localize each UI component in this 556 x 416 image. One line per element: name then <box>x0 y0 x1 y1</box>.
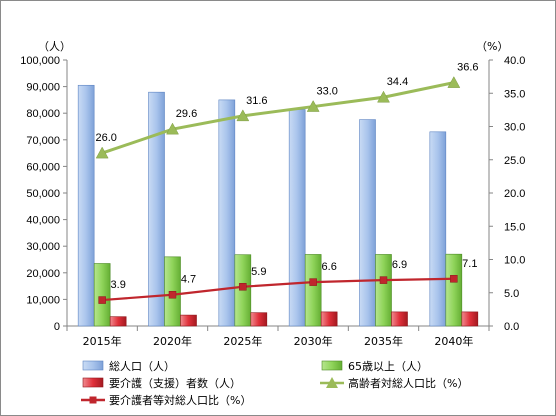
data-label: 6.9 <box>392 259 407 271</box>
bar <box>304 254 322 327</box>
x-axis-tick-label: 2030年 <box>294 334 333 348</box>
bar <box>359 119 376 327</box>
data-label: 3.9 <box>111 279 126 291</box>
line-point <box>166 122 179 135</box>
bar <box>218 99 236 327</box>
right-axis-tick-label: 25.0 <box>504 155 525 167</box>
data-label: 6.6 <box>322 261 337 273</box>
x-axis-tick-label: 2015年 <box>83 334 122 348</box>
bar <box>93 263 111 327</box>
legend-swatch <box>321 360 343 371</box>
left-axis-unit: （人） <box>38 40 71 53</box>
bar <box>148 91 165 327</box>
data-label: 7.1 <box>462 258 477 270</box>
left-axis-tick-label: 30,000 <box>26 241 60 253</box>
left-axis-tick-label: 10,000 <box>26 294 60 306</box>
left-axis-tick-label: 60,000 <box>26 161 60 173</box>
data-label: 29.6 <box>176 108 197 120</box>
bar <box>375 254 392 327</box>
series-line <box>101 81 455 155</box>
data-label: 36.6 <box>457 62 478 74</box>
line-point <box>98 296 106 304</box>
data-label: 26.0 <box>95 132 116 144</box>
line-point <box>377 90 390 103</box>
right-axis-tick-label: 30.0 <box>504 122 525 134</box>
legend-swatch <box>82 360 104 371</box>
right-axis-tick-label: 40.0 <box>504 55 525 67</box>
line-point <box>447 76 461 88</box>
bar <box>77 84 95 327</box>
bar <box>288 109 306 327</box>
bar <box>320 311 338 327</box>
left-axis-tick-label: 40,000 <box>26 215 60 227</box>
legend-label: 要介護者等対総人口比（%） <box>109 393 251 407</box>
left-axis-tick-label: 100,000 <box>20 55 60 67</box>
x-axis-tick-label: 2035年 <box>364 334 403 348</box>
right-axis-tick-label: 5.0 <box>504 288 519 300</box>
right-axis-tick-label: 20.0 <box>504 188 525 200</box>
legend-marker <box>326 377 338 388</box>
data-label: 4.7 <box>181 274 196 286</box>
line-point <box>239 283 247 291</box>
x-axis-tick-label: 2040年 <box>434 334 473 348</box>
data-label: 34.4 <box>387 76 408 88</box>
x-axis-tick-label: 2020年 <box>153 334 192 348</box>
legend-marker <box>89 396 97 404</box>
series-line <box>102 277 454 302</box>
right-axis-tick-label: 10.0 <box>504 255 525 267</box>
bar <box>429 131 447 327</box>
line-point <box>236 109 250 122</box>
left-axis-tick-label: 50,000 <box>26 188 60 200</box>
legend-swatch <box>82 377 104 388</box>
data-label: 33.0 <box>316 86 337 98</box>
line-point <box>379 276 388 284</box>
legend-label: 要介護（支援）者数（人） <box>109 376 241 390</box>
left-axis-tick-label: 20,000 <box>26 268 60 280</box>
line-point <box>450 275 458 283</box>
left-axis-tick-label: 70,000 <box>26 135 60 147</box>
data-label: 5.9 <box>251 266 266 278</box>
data-label: 31.6 <box>246 95 267 107</box>
right-axis-tick-label: 0.0 <box>504 321 519 333</box>
right-axis-tick-label: 35.0 <box>504 88 525 100</box>
x-axis-tick-label: 2025年 <box>223 334 262 348</box>
bar <box>250 312 268 327</box>
legend-label: 65歳以上（人） <box>348 360 428 373</box>
bar <box>180 314 197 327</box>
left-axis-tick-label: 0 <box>54 321 60 333</box>
left-axis-tick-label: 80,000 <box>26 108 60 120</box>
right-axis-unit: （%） <box>476 40 508 53</box>
right-axis-tick-label: 15.0 <box>504 221 525 233</box>
line-point <box>95 146 109 159</box>
legend-label: 高齢者対総人口比（%） <box>348 376 468 390</box>
bar <box>461 311 479 327</box>
bar <box>391 311 408 327</box>
legend-label: 総人口（人） <box>109 359 175 373</box>
bar <box>109 316 127 327</box>
line-point <box>306 100 320 112</box>
line-point <box>168 290 177 299</box>
line-point <box>309 278 317 286</box>
bar <box>445 253 463 327</box>
left-axis-tick-label: 90,000 <box>26 82 60 94</box>
